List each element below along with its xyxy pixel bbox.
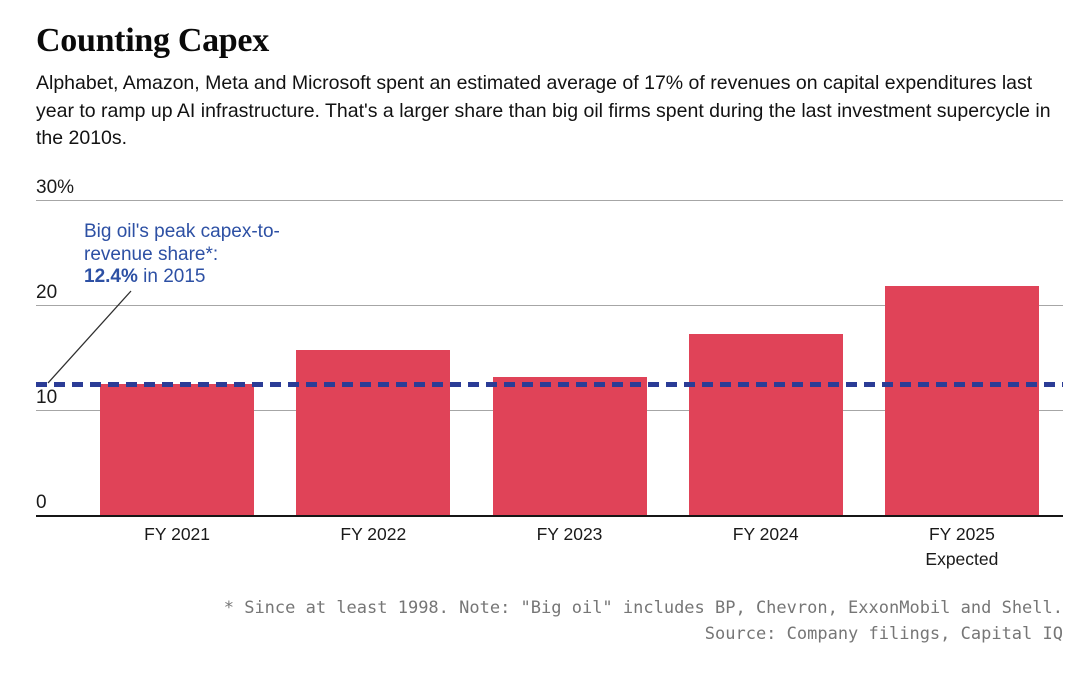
bar-fy-2024 bbox=[688, 334, 843, 515]
x-tick-label-fy-2023: FY 2023 bbox=[536, 524, 603, 544]
footnote-block: * Since at least 1998. Note: "Big oil" i… bbox=[224, 595, 1063, 647]
gridline-20 bbox=[36, 305, 1063, 306]
bar-fy-2022 bbox=[296, 350, 451, 515]
chart-title: Counting Capex bbox=[36, 22, 269, 59]
bar-fy-2021 bbox=[100, 383, 255, 515]
chart-subtitle: Alphabet, Amazon, Meta and Microsoft spe… bbox=[36, 72, 1051, 149]
annotation-value: 12.4% bbox=[84, 266, 138, 287]
bar-fy-2025 bbox=[884, 286, 1039, 515]
y-tick-label-0: 0 bbox=[36, 492, 47, 513]
y-tick-label-10: 10 bbox=[36, 387, 58, 408]
footnote-text: * Since at least 1998. Note: "Big oil" i… bbox=[223, 598, 1063, 618]
gridline-30 bbox=[36, 200, 1063, 201]
x-tick-label-fy-2024: FY 2024 bbox=[732, 524, 799, 544]
x-tick-label-fy-2021: FY 2021 bbox=[144, 524, 211, 544]
x-tick-label-fy-2025: FY 2025 bbox=[928, 524, 995, 544]
x-tick-sublabel-fy-2025: Expected bbox=[925, 549, 999, 569]
annotation-line2: revenue share*: bbox=[84, 243, 219, 265]
source-text: Source: Company filings, Capital IQ bbox=[704, 624, 1063, 644]
annotation-value-rest: in 2015 bbox=[137, 266, 206, 287]
y-tick-label-20: 20 bbox=[36, 282, 58, 303]
reference-dashed-line bbox=[36, 382, 1063, 388]
bar-fy-2023 bbox=[492, 377, 647, 515]
x-tick-label-fy-2022: FY 2022 bbox=[340, 524, 407, 544]
gridline-0 bbox=[36, 515, 1063, 517]
annotation-line1: Big oil's peak capex-to- bbox=[84, 221, 280, 242]
y-tick-label-30: 30% bbox=[36, 177, 75, 198]
annotation-label: Big oil's peak capex-to- revenue share*:… bbox=[84, 221, 280, 289]
